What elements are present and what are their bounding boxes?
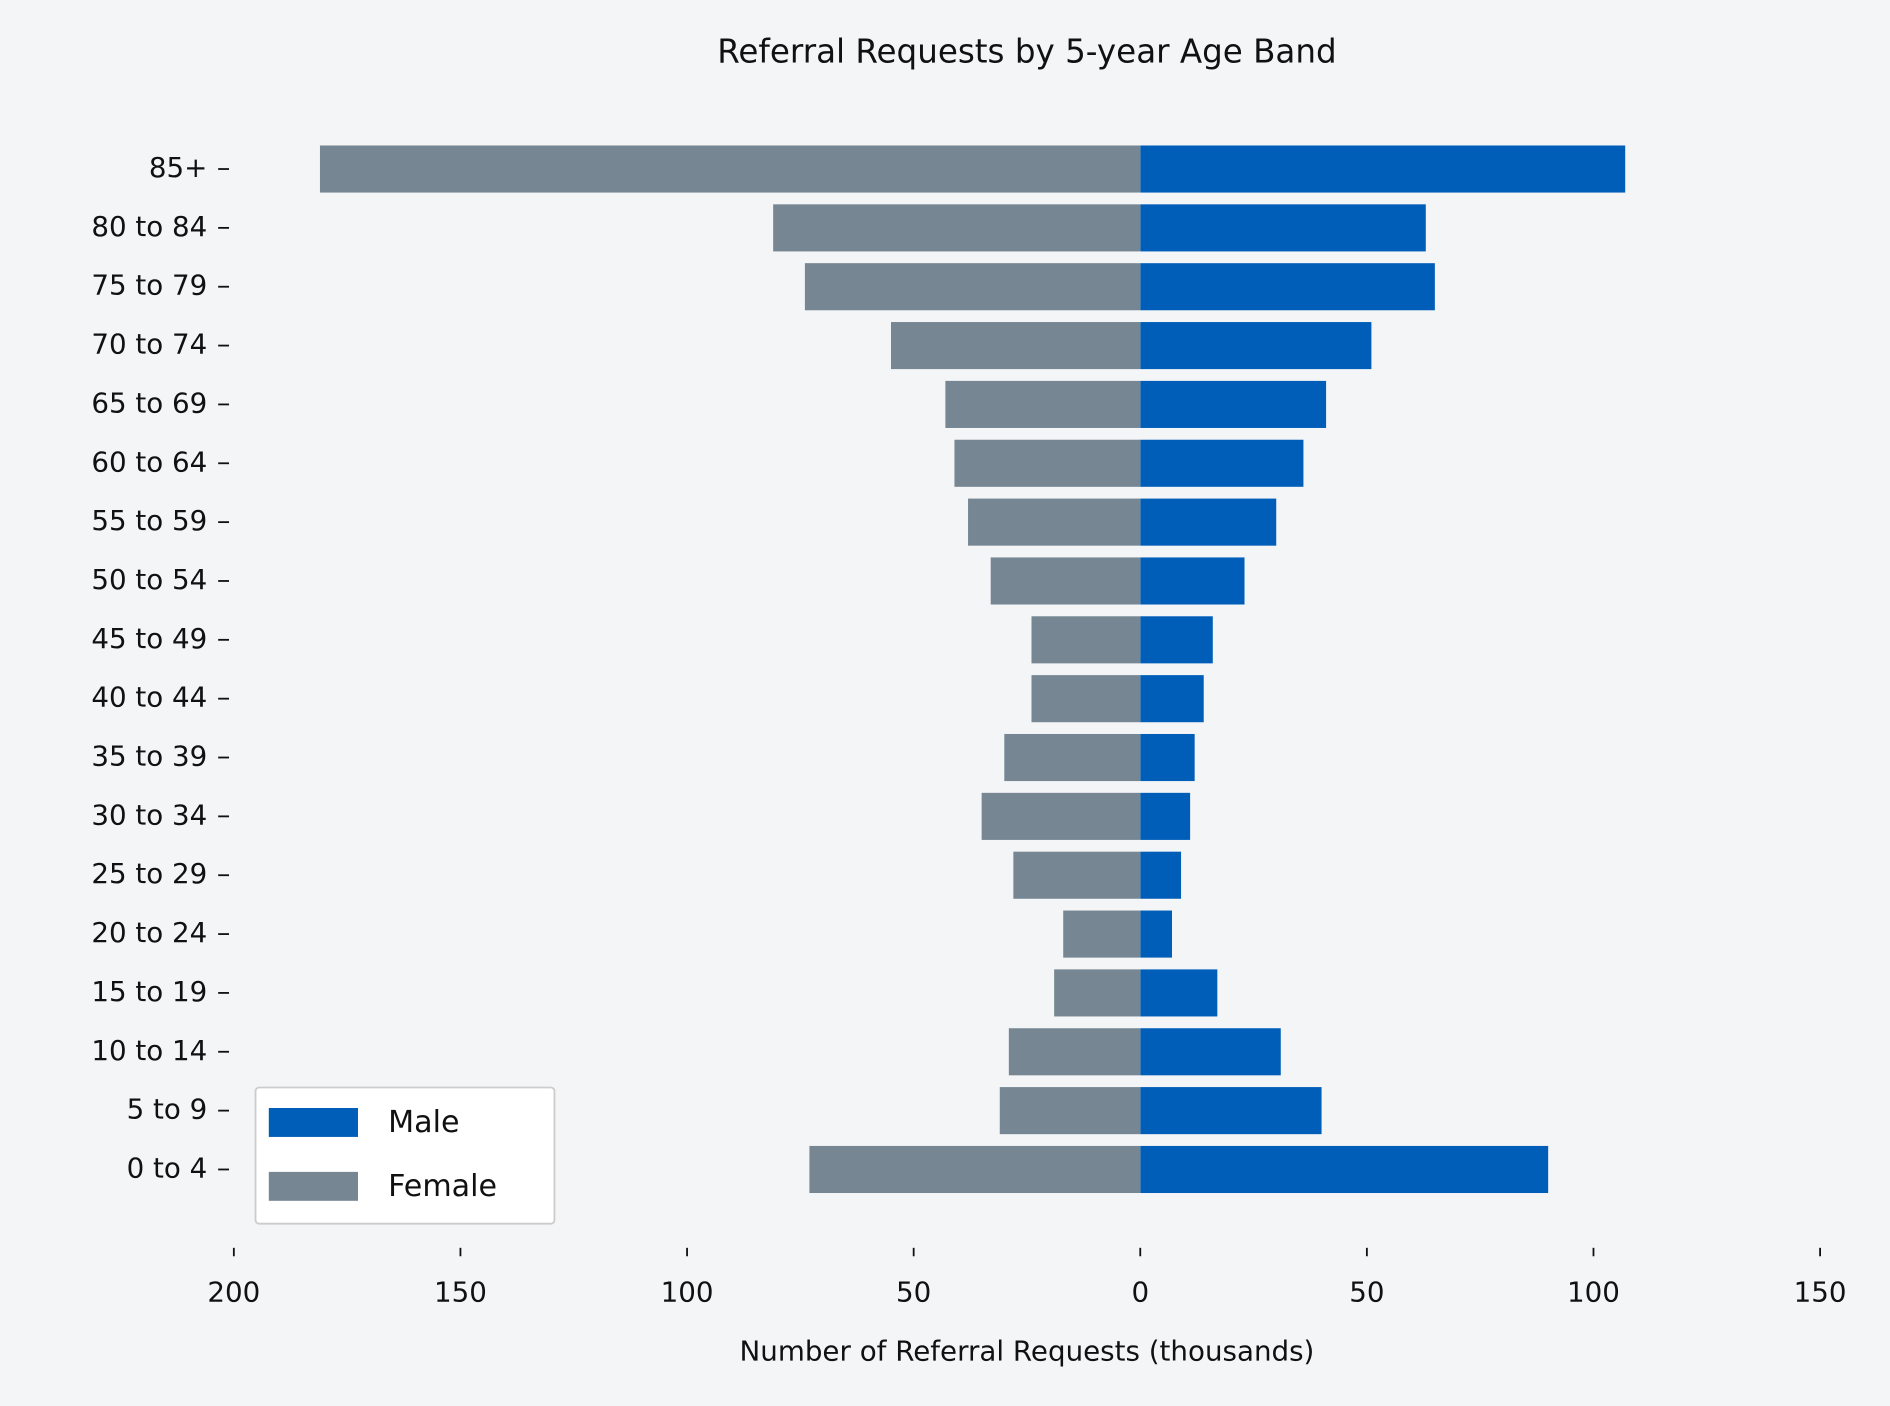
y-tick-label: 40 to 44 bbox=[91, 681, 207, 714]
legend-swatch bbox=[268, 1108, 358, 1137]
bar bbox=[319, 145, 1141, 193]
bar bbox=[1140, 792, 1191, 840]
x-tick-label: 0 bbox=[1131, 1276, 1149, 1309]
bar bbox=[1054, 969, 1141, 1017]
bar bbox=[1140, 675, 1204, 723]
bar bbox=[1063, 910, 1141, 958]
y-tick-label: 80 to 84 bbox=[91, 210, 207, 243]
bar bbox=[1004, 733, 1141, 782]
y-tick-label: 15 to 19 bbox=[91, 975, 207, 1008]
bar bbox=[1140, 733, 1195, 782]
y-tick-label: 45 to 49 bbox=[91, 622, 207, 655]
x-axis-label: Number of Referral Requests (thousands) bbox=[740, 1335, 1315, 1368]
bar bbox=[891, 322, 1141, 370]
bar bbox=[1031, 616, 1141, 664]
x-tick-label: 150 bbox=[1794, 1276, 1847, 1309]
x-tick-label: 50 bbox=[896, 1276, 931, 1309]
bar bbox=[990, 557, 1141, 605]
x-tick-label: 100 bbox=[661, 1276, 714, 1309]
y-tick-label: 85+ bbox=[149, 151, 207, 184]
chart-title: Referral Requests by 5-year Age Band bbox=[717, 32, 1336, 70]
y-tick-label: 25 to 29 bbox=[91, 857, 207, 890]
x-tick-label: 100 bbox=[1567, 1276, 1620, 1309]
x-tick-label: 50 bbox=[1349, 1276, 1384, 1309]
bar bbox=[1140, 145, 1626, 193]
bar bbox=[954, 439, 1141, 487]
bar bbox=[809, 1145, 1141, 1194]
legend-label: Male bbox=[388, 1105, 459, 1140]
legend: Male Female bbox=[254, 1086, 556, 1225]
y-tick-label: 65 to 69 bbox=[91, 386, 207, 419]
bar bbox=[1140, 498, 1277, 546]
bar bbox=[1140, 380, 1327, 428]
bar bbox=[1031, 675, 1141, 723]
y-tick-label: 10 to 14 bbox=[91, 1034, 207, 1067]
bar bbox=[1140, 910, 1172, 958]
bar bbox=[981, 792, 1141, 840]
bar bbox=[1008, 1028, 1141, 1076]
bar bbox=[1140, 557, 1245, 605]
y-tick-label: 55 to 59 bbox=[91, 504, 207, 537]
y-tick-label: 50 to 54 bbox=[91, 563, 207, 596]
y-tick-label: 35 to 39 bbox=[91, 740, 207, 773]
bar bbox=[1140, 204, 1426, 252]
bar bbox=[1140, 263, 1435, 311]
legend-label: Female bbox=[388, 1169, 497, 1204]
bar bbox=[945, 380, 1141, 428]
y-tick-label: 70 to 74 bbox=[91, 328, 207, 361]
bar bbox=[1140, 1145, 1549, 1194]
bar bbox=[1140, 1028, 1281, 1076]
bar bbox=[1140, 851, 1182, 899]
bar bbox=[1140, 969, 1218, 1017]
x-tick-label: 150 bbox=[434, 1276, 487, 1309]
y-tick-label: 0 to 4 bbox=[127, 1151, 208, 1184]
y-tick-label: 30 to 34 bbox=[91, 798, 207, 831]
y-tick-label: 5 to 9 bbox=[127, 1093, 208, 1126]
bar bbox=[1140, 322, 1372, 370]
bar bbox=[1140, 439, 1304, 487]
bar bbox=[773, 204, 1141, 252]
legend-swatch bbox=[268, 1171, 358, 1201]
bar bbox=[968, 498, 1141, 546]
bar bbox=[1140, 1087, 1322, 1135]
bar bbox=[1140, 616, 1213, 664]
y-tick-label: 60 to 64 bbox=[91, 445, 207, 478]
bar bbox=[804, 263, 1141, 311]
y-tick-label: 20 to 24 bbox=[91, 916, 207, 949]
bar bbox=[999, 1087, 1141, 1135]
y-tick-label: 75 to 79 bbox=[91, 269, 207, 302]
x-tick-label: 200 bbox=[207, 1276, 260, 1309]
bar bbox=[1013, 851, 1141, 899]
